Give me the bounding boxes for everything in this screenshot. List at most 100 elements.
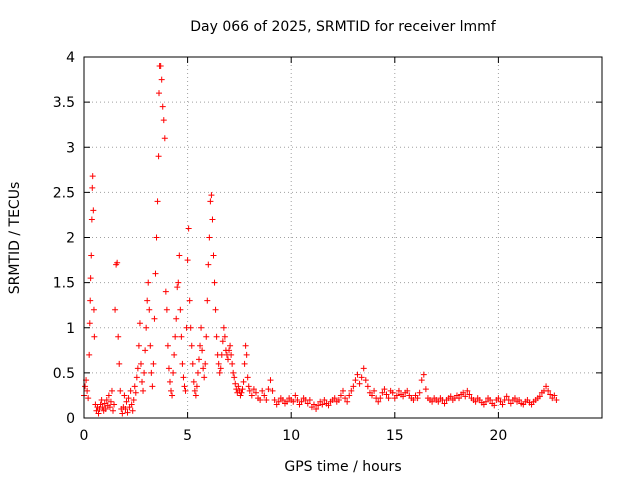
data-point bbox=[435, 398, 442, 405]
data-point bbox=[364, 383, 371, 390]
data-point bbox=[146, 306, 153, 313]
data-point bbox=[179, 360, 186, 367]
data-point bbox=[187, 324, 194, 331]
data-point bbox=[516, 396, 523, 403]
data-point bbox=[103, 396, 110, 403]
data-point bbox=[153, 234, 160, 241]
data-point bbox=[91, 333, 98, 340]
data-point bbox=[259, 387, 266, 394]
data-point bbox=[150, 360, 157, 367]
data-point bbox=[193, 383, 200, 390]
data-point bbox=[389, 389, 396, 396]
data-point bbox=[95, 410, 102, 417]
data-point bbox=[250, 386, 257, 393]
data-point bbox=[231, 374, 238, 381]
data-point bbox=[536, 393, 543, 400]
data-point bbox=[263, 396, 270, 403]
data-point bbox=[416, 389, 423, 396]
data-point bbox=[267, 377, 274, 384]
data-point bbox=[142, 347, 149, 354]
data-point bbox=[111, 401, 118, 408]
data-point bbox=[219, 338, 226, 345]
data-point bbox=[155, 153, 162, 160]
data-point bbox=[210, 252, 217, 259]
data-point bbox=[356, 380, 363, 387]
data-point bbox=[395, 387, 402, 394]
data-point bbox=[200, 365, 207, 372]
data-point bbox=[418, 377, 425, 384]
data-point bbox=[182, 387, 189, 394]
data-point bbox=[82, 383, 89, 390]
y-tick-label: 4 bbox=[66, 50, 75, 66]
data-point bbox=[188, 342, 195, 349]
data-point bbox=[204, 297, 211, 304]
data-point bbox=[136, 320, 143, 327]
data-point bbox=[420, 371, 427, 378]
data-point bbox=[96, 405, 103, 412]
data-point bbox=[215, 360, 222, 367]
data-point bbox=[241, 360, 248, 367]
data-point bbox=[115, 333, 122, 340]
data-point bbox=[547, 391, 554, 398]
data-point bbox=[106, 404, 113, 411]
data-point bbox=[381, 386, 388, 393]
data-point bbox=[379, 389, 386, 396]
data-point bbox=[175, 279, 182, 286]
data-point bbox=[122, 405, 129, 412]
data-point bbox=[112, 306, 119, 313]
data-point bbox=[543, 383, 550, 390]
data-point bbox=[99, 404, 106, 411]
data-point bbox=[160, 117, 167, 124]
data-point bbox=[377, 395, 384, 402]
data-point bbox=[275, 398, 282, 405]
data-point bbox=[89, 173, 96, 180]
y-tick-label: 1.5 bbox=[53, 276, 75, 292]
data-point bbox=[157, 63, 164, 70]
data-point bbox=[85, 395, 92, 402]
data-point bbox=[315, 402, 322, 409]
data-point bbox=[265, 386, 272, 393]
data-point bbox=[447, 393, 454, 400]
data-point bbox=[292, 392, 299, 399]
y-tick-label: 1 bbox=[66, 321, 75, 337]
data-point bbox=[244, 374, 251, 381]
data-point bbox=[331, 395, 338, 402]
data-point bbox=[185, 225, 192, 232]
grid-lines bbox=[84, 57, 602, 418]
data-point bbox=[191, 387, 198, 394]
data-point bbox=[159, 103, 166, 110]
data-point bbox=[211, 279, 218, 286]
data-point bbox=[313, 405, 320, 412]
data-point bbox=[383, 391, 390, 398]
data-point bbox=[209, 216, 216, 223]
data-point bbox=[429, 398, 436, 405]
data-point bbox=[246, 387, 253, 394]
data-point bbox=[325, 402, 332, 409]
data-point bbox=[237, 392, 244, 399]
data-point bbox=[117, 387, 124, 394]
data-point bbox=[168, 387, 175, 394]
data-point bbox=[148, 369, 155, 376]
data-point bbox=[205, 261, 212, 268]
x-axis-label: GPS time / hours bbox=[284, 459, 401, 475]
data-point bbox=[358, 374, 365, 381]
data-point bbox=[152, 270, 159, 277]
data-point bbox=[217, 365, 224, 372]
plot-frame bbox=[83, 56, 603, 419]
data-point bbox=[127, 387, 134, 394]
data-point bbox=[114, 259, 121, 266]
data-point bbox=[86, 320, 93, 327]
data-point bbox=[184, 257, 191, 264]
data-point bbox=[298, 398, 305, 405]
data-point bbox=[346, 392, 353, 399]
data-point bbox=[173, 315, 180, 322]
data-point bbox=[170, 369, 177, 376]
data-point bbox=[245, 383, 252, 390]
data-point bbox=[404, 387, 411, 394]
data-point bbox=[137, 360, 144, 367]
data-point bbox=[227, 342, 234, 349]
data-point bbox=[190, 378, 197, 385]
data-point bbox=[149, 383, 156, 390]
y-tick-label: 2 bbox=[66, 231, 75, 247]
data-point bbox=[269, 387, 276, 394]
